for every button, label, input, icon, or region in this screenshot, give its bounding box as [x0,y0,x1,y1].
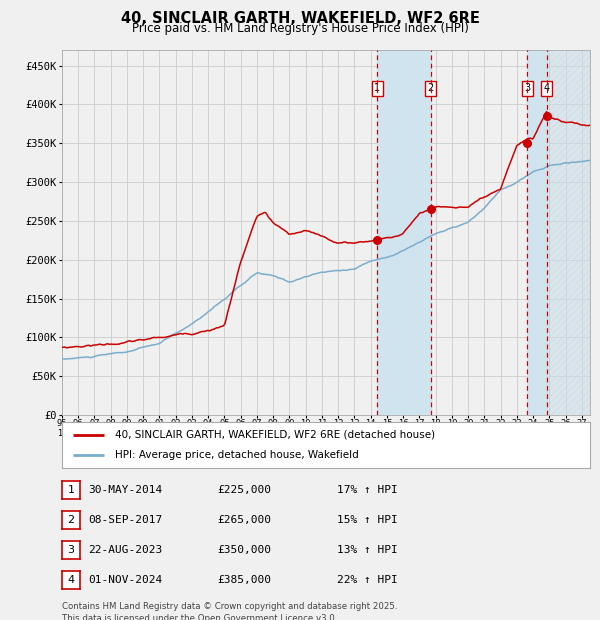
Text: 3: 3 [524,83,530,94]
Text: 40, SINCLAIR GARTH, WAKEFIELD, WF2 6RE (detached house): 40, SINCLAIR GARTH, WAKEFIELD, WF2 6RE (… [115,430,435,440]
Text: 2: 2 [428,83,434,94]
Text: 4: 4 [67,575,74,585]
Text: 22% ↑ HPI: 22% ↑ HPI [337,575,398,585]
Text: 15% ↑ HPI: 15% ↑ HPI [337,515,398,525]
Text: £385,000: £385,000 [217,575,271,585]
Text: 17% ↑ HPI: 17% ↑ HPI [337,485,398,495]
Text: 1: 1 [374,83,380,94]
Text: 01-NOV-2024: 01-NOV-2024 [88,575,162,585]
Text: This data is licensed under the Open Government Licence v3.0.: This data is licensed under the Open Gov… [62,614,337,620]
Text: 4: 4 [544,83,550,94]
Text: Contains HM Land Registry data © Crown copyright and database right 2025.: Contains HM Land Registry data © Crown c… [62,602,398,611]
Bar [527,50,547,415]
Text: 13% ↑ HPI: 13% ↑ HPI [337,545,398,555]
Text: 22-AUG-2023: 22-AUG-2023 [88,545,162,555]
Text: 1: 1 [67,485,74,495]
Text: 08-SEP-2017: 08-SEP-2017 [88,515,162,525]
Bar [547,50,590,415]
Text: £265,000: £265,000 [217,515,271,525]
Bar [377,50,431,415]
Text: 2: 2 [67,515,74,525]
Text: 40, SINCLAIR GARTH, WAKEFIELD, WF2 6RE: 40, SINCLAIR GARTH, WAKEFIELD, WF2 6RE [121,11,479,26]
Text: 3: 3 [67,545,74,555]
Text: Price paid vs. HM Land Registry's House Price Index (HPI): Price paid vs. HM Land Registry's House … [131,22,469,35]
Text: £350,000: £350,000 [217,545,271,555]
Text: HPI: Average price, detached house, Wakefield: HPI: Average price, detached house, Wake… [115,450,359,460]
Text: 30-MAY-2014: 30-MAY-2014 [88,485,162,495]
Text: £225,000: £225,000 [217,485,271,495]
